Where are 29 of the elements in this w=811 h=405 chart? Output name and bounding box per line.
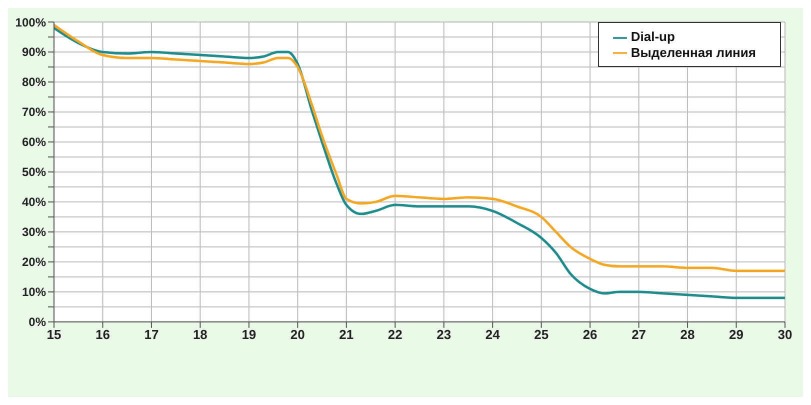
y-tick-label: 0%: [28, 315, 46, 330]
x-tick-label: 16: [96, 327, 110, 342]
x-tick-label: 17: [144, 327, 159, 342]
y-tick-label: 70%: [22, 105, 46, 120]
x-tick-label: 24: [485, 327, 501, 342]
x-tick-label: 27: [632, 327, 646, 342]
x-tick-label: 30: [778, 327, 792, 342]
x-tick-label: 18: [192, 327, 208, 342]
x-tick-label: 19: [242, 327, 256, 342]
x-tick-label: 26: [582, 327, 598, 342]
y-tick-label: 100%: [15, 15, 46, 30]
legend-label: Dial-up: [630, 29, 675, 44]
y-tick-label: 20%: [22, 255, 46, 270]
x-tick-label: 20: [290, 327, 305, 342]
x-tick-label: 28: [680, 327, 695, 342]
x-tick-label: 21: [339, 327, 354, 342]
x-tick-label: 22: [388, 327, 402, 342]
x-tick-label: 29: [729, 327, 744, 342]
x-tick-label: 15: [46, 327, 62, 342]
legend-label: Выделенная линия: [630, 44, 756, 60]
y-tick-label: 40%: [22, 195, 46, 210]
y-tick-label: 10%: [22, 285, 46, 300]
x-tick-label: 25: [534, 327, 549, 342]
y-tick-label: 90%: [22, 45, 46, 60]
y-tick-label: 50%: [22, 165, 46, 180]
x-tick-label: 23: [436, 327, 452, 342]
y-tick-label: 30%: [22, 225, 46, 240]
y-tick-label: 60%: [22, 135, 46, 150]
y-tick-label: 80%: [22, 75, 46, 90]
